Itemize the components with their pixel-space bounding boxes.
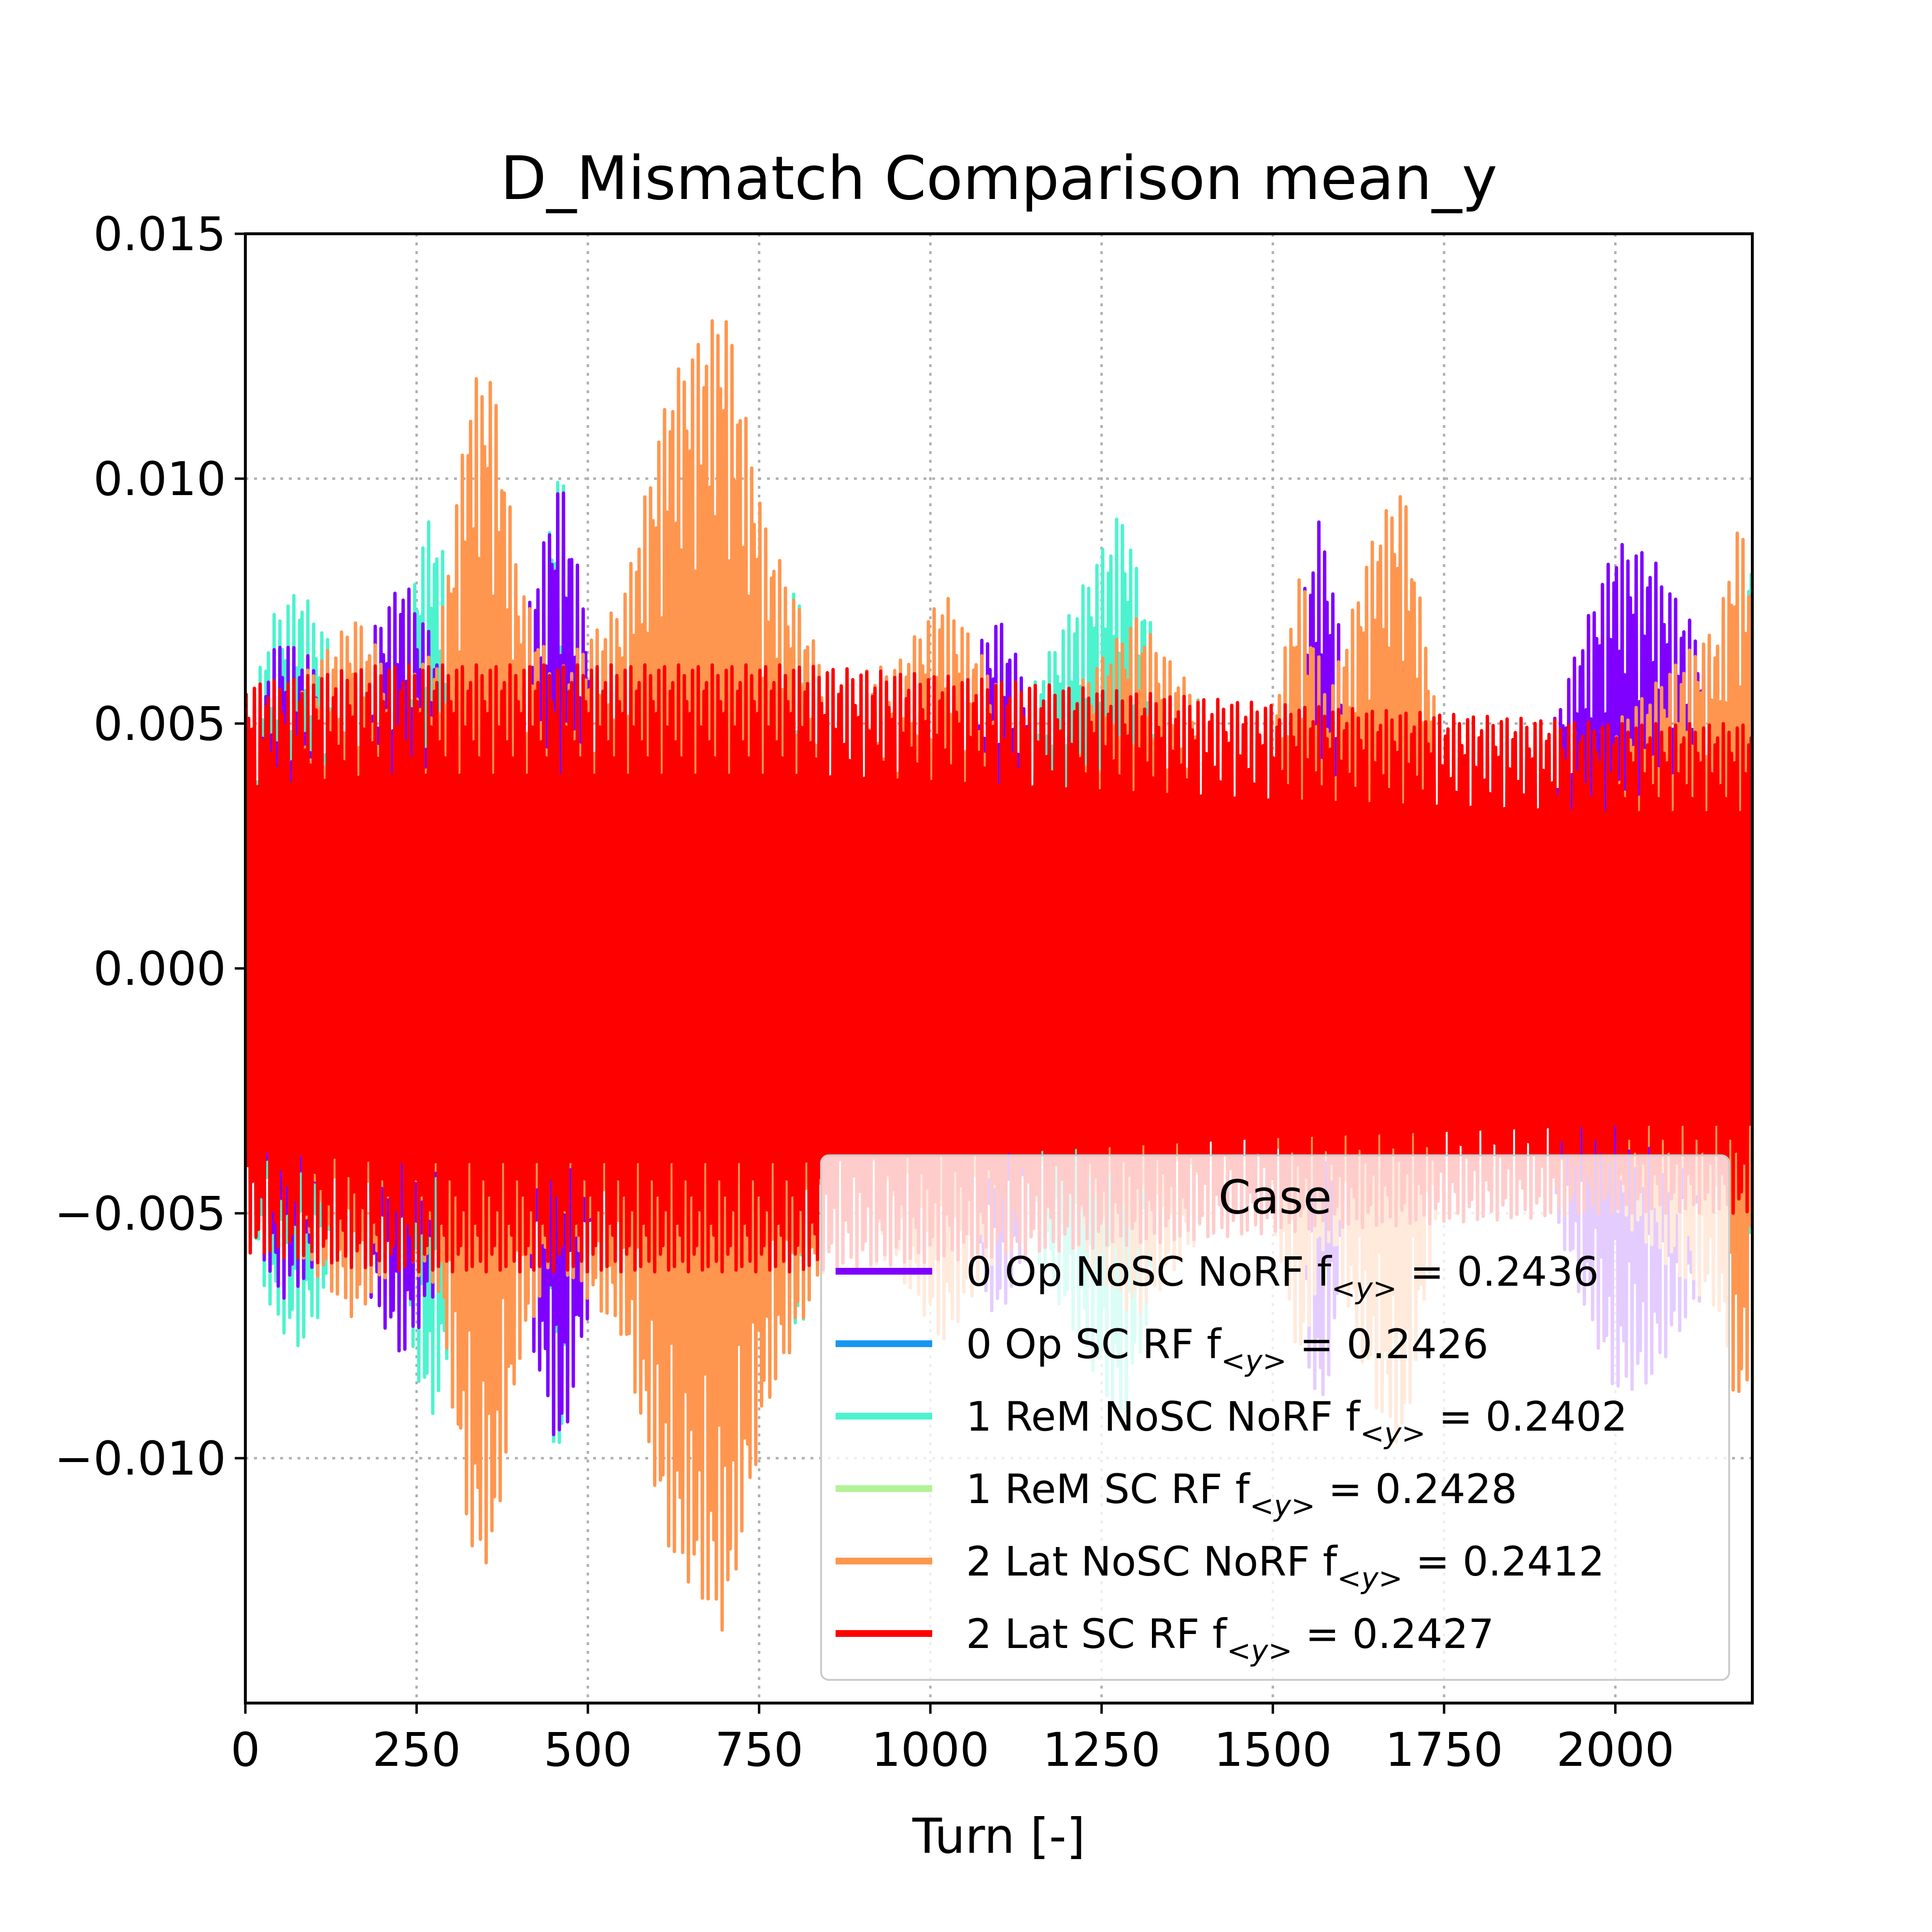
series-group [245,319,1752,1632]
legend-entry-subscript: <y> [1360,1417,1426,1450]
legend-entry-tune: = 0.2428 [1315,1465,1517,1513]
legend-title: Case [1219,1170,1332,1224]
legend-entry-name: 0 Op SC RF f [966,1321,1222,1368]
legend-entry-tune: = 0.2426 [1287,1321,1489,1368]
legend-entry: 0 Op NoSC NoRF f<y> = 0.2436 [966,1248,1599,1306]
series-line-2-lat-sc-rf [245,663,1752,1274]
legend-entry: 2 Lat SC RF f<y> = 0.2427 [966,1610,1494,1668]
y-tick-label: 0.000 [93,942,226,996]
y-tick-label: 0.015 [93,207,226,261]
legend-entry-name: 1 ReM SC RF f [966,1465,1251,1513]
y-tick-label: 0.005 [93,697,226,751]
x-tick-label: 1500 [1214,1723,1332,1777]
x-tick-label: 500 [543,1723,632,1777]
legend-entry-tune: = 0.2436 [1397,1248,1599,1295]
legend-entry-name: 0 Op NoSC NoRF f [966,1248,1333,1295]
legend-entry: 0 Op SC RF f<y> = 0.2426 [966,1321,1489,1378]
x-axis-label: Turn [-] [912,1808,1085,1864]
x-tick-label: 250 [372,1723,461,1777]
y-tick-label: −0.005 [55,1187,226,1241]
x-tick-label: 0 [230,1723,260,1777]
legend-entry-subscript: <y> [1221,1344,1287,1378]
legend-entry-subscript: <y> [1331,1272,1397,1306]
x-tick-label: 1750 [1385,1723,1503,1777]
y-tick-label: −0.010 [55,1432,226,1486]
legend-entry: 2 Lat NoSC NoRF f<y> = 0.2412 [966,1538,1605,1595]
legend-entry: 1 ReM NoSC NoRF f<y> = 0.2402 [966,1393,1627,1450]
y-tick-label: 0.010 [93,452,226,506]
legend-entry-tune: = 0.2412 [1403,1538,1605,1585]
legend-entry: 1 ReM SC RF f<y> = 0.2428 [966,1465,1517,1523]
x-tick-label: 1250 [1043,1723,1161,1777]
legend-entry-name: 2 Lat SC RF f [966,1610,1228,1658]
x-tick-label: 750 [715,1723,803,1777]
legend-entry-subscript: <y> [1227,1634,1293,1668]
legend-entry-subscript: <y> [1337,1562,1403,1595]
legend-box [820,1154,1730,1681]
x-tick-label: 2000 [1556,1723,1674,1777]
legend-entry-name: 1 ReM NoSC NoRF f [966,1393,1361,1440]
x-tick-label: 1000 [871,1723,989,1777]
legend-entry-tune: = 0.2427 [1293,1610,1494,1658]
legend-entry-subscript: <y> [1250,1489,1315,1523]
legend-entry-tune: = 0.2402 [1426,1393,1628,1440]
legend-entry-name: 2 Lat NoSC NoRF f [966,1538,1338,1585]
axis-ticks: 0 250 500 750 1000 1250 1500 1750 2000 0.015 0.010… [55,207,1675,1777]
chart-title: D_Mismatch Comparison mean_y [500,144,1497,213]
